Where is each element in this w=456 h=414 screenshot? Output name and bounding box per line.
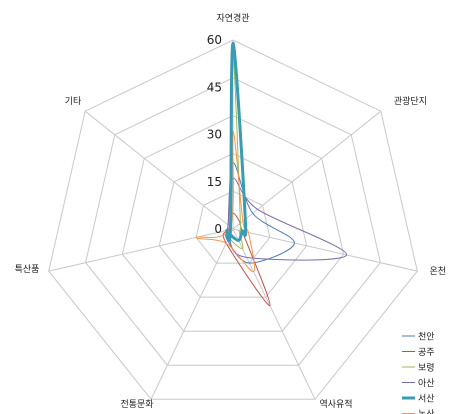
tick-label: 60 xyxy=(207,33,222,47)
grid-spoke xyxy=(150,228,234,400)
legend-label: 보령 xyxy=(418,362,435,374)
radial-tick-labels: 0 15 30 45 60 xyxy=(207,33,222,236)
grid-ring xyxy=(158,152,308,298)
category-label: 온천 xyxy=(429,266,446,277)
grid-ring xyxy=(48,39,418,400)
grid-ring xyxy=(85,77,381,366)
grid-spoke xyxy=(232,228,316,400)
legend-label: 논산 xyxy=(418,409,435,414)
category-label: 역사유적 xyxy=(319,398,352,410)
category-label: 전통문화 xyxy=(120,399,153,410)
radar-grid xyxy=(48,39,418,400)
series-line-아산 xyxy=(226,178,348,261)
grid-spoke xyxy=(232,110,382,230)
radar-series xyxy=(195,41,348,307)
category-label: 자연경관 xyxy=(216,12,249,24)
grid-spoke xyxy=(48,228,234,272)
category-label: 기타 xyxy=(65,96,82,107)
tick-label: 15 xyxy=(207,175,222,189)
grid-ring xyxy=(195,190,271,264)
legend-label: 아산 xyxy=(418,378,435,389)
legend-label: 서산 xyxy=(418,394,435,405)
legend: 천안공주보령아산서산논산 xyxy=(402,332,435,414)
tick-label: 45 xyxy=(207,80,222,94)
series-line-서산 xyxy=(225,41,248,243)
grid-ring xyxy=(121,115,345,332)
grid-spoke xyxy=(84,110,234,230)
category-label: 관광단지 xyxy=(394,95,427,107)
tick-label: 30 xyxy=(207,128,222,142)
category-label: 특산품 xyxy=(15,264,40,275)
legend-label: 공주 xyxy=(418,347,435,358)
tick-label: 0 xyxy=(214,222,222,236)
grid-spoke xyxy=(232,228,418,272)
legend-label: 천안 xyxy=(418,332,435,343)
